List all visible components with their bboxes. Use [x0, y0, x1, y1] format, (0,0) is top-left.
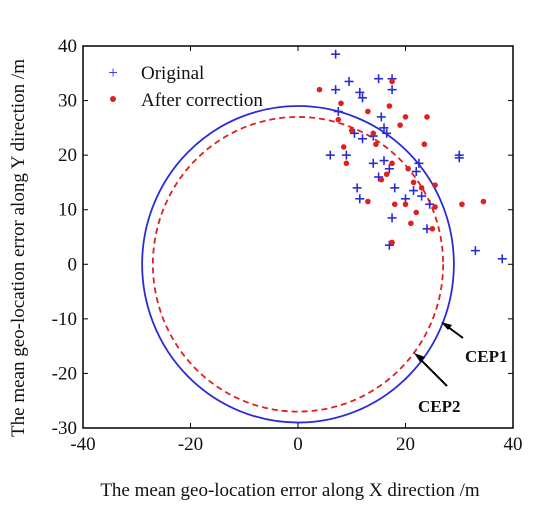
- after-correction-point: [408, 220, 414, 227]
- original-point: [331, 85, 341, 95]
- after-correction-point: [459, 201, 465, 208]
- after-correction-point: [348, 127, 355, 134]
- after-correction-point: [373, 141, 379, 148]
- cep1-label: CEP1: [465, 347, 508, 366]
- original-point: [341, 150, 351, 160]
- after-correction-point: [402, 201, 409, 208]
- after-correction-point: [397, 122, 403, 128]
- after-correction-point: [418, 185, 425, 191]
- original-point: [344, 76, 354, 86]
- after-correction-point: [424, 114, 430, 120]
- original-point: [325, 150, 335, 160]
- cep2-arrow: [417, 356, 448, 387]
- after-correction-point: [338, 100, 344, 107]
- after-correction-point: [391, 201, 398, 208]
- original-point: [470, 246, 480, 256]
- x-tick-label: 40: [504, 434, 523, 455]
- after-correction-point: [410, 179, 417, 186]
- original-point: [331, 49, 341, 59]
- after-correction-point: [405, 165, 411, 172]
- original-point: [374, 74, 384, 84]
- after-correction-point: [335, 116, 342, 123]
- original-point: [414, 158, 424, 168]
- y-tick-label: 20: [58, 145, 77, 166]
- x-tick-label: 20: [396, 434, 415, 455]
- original-point: [454, 153, 464, 163]
- after-correction-point: [402, 114, 409, 120]
- original-point: [379, 123, 389, 133]
- original-point: [387, 85, 397, 95]
- plot-marks: [141, 49, 507, 424]
- original-point: [387, 213, 397, 223]
- original-point: [376, 112, 386, 122]
- original-point: [358, 93, 367, 103]
- legend-marker-original: +: [108, 63, 118, 82]
- cep2-arrowhead: [414, 353, 425, 362]
- y-tick-label: -20: [52, 363, 77, 384]
- after-correction-point: [365, 108, 371, 115]
- original-point: [333, 106, 343, 116]
- original-point: [358, 134, 367, 144]
- legend-marker-after-correction: [110, 96, 116, 102]
- after-correction-point: [432, 204, 438, 210]
- after-correction-point: [383, 171, 390, 178]
- after-correction-point: [386, 103, 393, 109]
- after-correction-point: [389, 78, 395, 85]
- x-tick-label: 0: [293, 434, 303, 455]
- y-tick-label: 30: [58, 91, 77, 112]
- original-point: [417, 191, 427, 201]
- original-point: [352, 183, 362, 193]
- cep-annotations: CEP1 CEP2: [414, 322, 508, 416]
- y-tick-label: 40: [58, 36, 77, 57]
- after-correction-point: [340, 144, 347, 150]
- y-axis-label: The mean geo-location error along Y dire…: [8, 59, 29, 437]
- after-correction-point: [378, 176, 385, 183]
- original-point: [497, 254, 507, 264]
- legend-label-after-correction: After correction: [141, 90, 263, 111]
- legend-label-original: Original: [141, 63, 204, 84]
- original-point: [390, 183, 400, 193]
- x-axis-label: The mean geo-location error along X dire…: [100, 480, 480, 501]
- original-point: [425, 199, 435, 209]
- x-tick-label: -20: [178, 434, 203, 455]
- after-correction-point: [389, 160, 395, 167]
- after-correction-point: [480, 198, 487, 205]
- original-point: [382, 128, 392, 138]
- y-tick-label: 0: [68, 254, 78, 275]
- original-point: [355, 194, 365, 204]
- original-point: [384, 164, 394, 174]
- original-point: [379, 156, 389, 166]
- after-correction-point: [429, 226, 436, 232]
- after-correction-point: [413, 209, 420, 216]
- after-correction-point: [421, 141, 428, 148]
- cep2-circle: [151, 116, 445, 413]
- original-point: [411, 167, 421, 177]
- after-correction-point: [370, 130, 377, 137]
- x-tick-label: -40: [70, 434, 95, 455]
- original-point: [355, 87, 365, 97]
- cep1-circle: [141, 105, 455, 424]
- after-correction-point: [316, 86, 323, 93]
- after-correction-point: [389, 239, 395, 246]
- after-correction-point: [432, 182, 438, 188]
- legend: + Original After correction: [108, 63, 263, 111]
- after-correction-point: [343, 160, 350, 167]
- after-correction-point: [365, 198, 371, 205]
- y-tick-label: -30: [52, 418, 77, 439]
- original-point: [368, 158, 378, 168]
- axis-ticks: -40 -20 0 20 40 -30 -20 -10 0 10 20 30 40: [52, 36, 523, 455]
- y-tick-label: -10: [52, 309, 77, 330]
- cep2-label: CEP2: [418, 397, 461, 416]
- y-tick-label: 10: [58, 200, 77, 221]
- cep1-arrowhead: [441, 322, 452, 330]
- original-point: [409, 186, 419, 196]
